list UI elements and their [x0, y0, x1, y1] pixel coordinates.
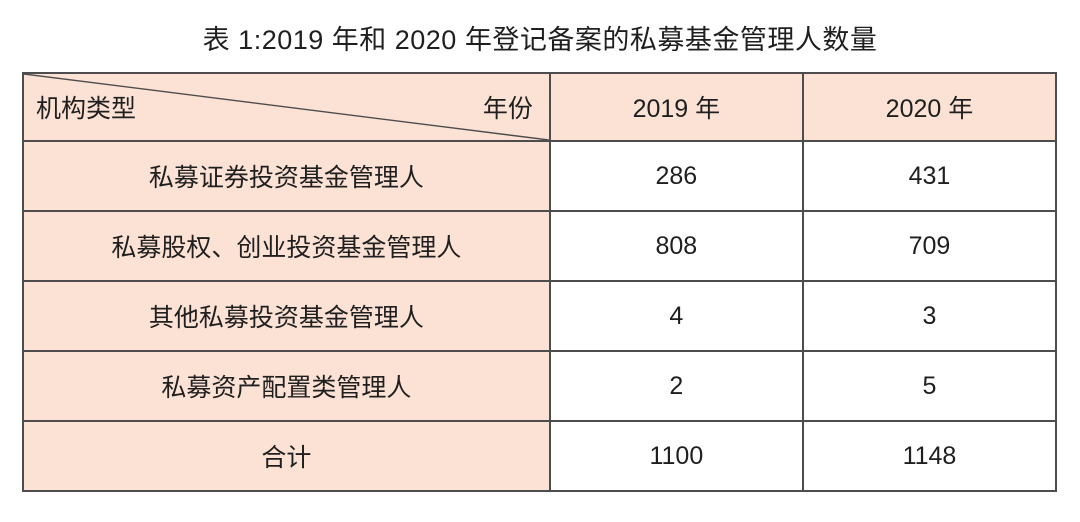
value-cell: 1148 — [801, 420, 1058, 492]
table-row: 私募证券投资基金管理人 286 431 — [22, 140, 1058, 212]
data-table: 机构类型 年份 2019 年 2020 年 私募证券投资基金管理人 286 43… — [22, 72, 1058, 492]
value-cell: 431 — [801, 140, 1058, 212]
row-label: 其他私募投资基金管理人 — [22, 280, 551, 352]
table-row: 私募股权、创业投资基金管理人 808 709 — [22, 210, 1058, 282]
column-header-2020: 2020 年 — [801, 72, 1058, 142]
value-cell: 1100 — [548, 420, 804, 492]
value-cell: 3 — [801, 280, 1058, 352]
row-label: 私募股权、创业投资基金管理人 — [22, 210, 551, 282]
corner-header-cell: 机构类型 年份 — [22, 72, 551, 142]
value-cell: 709 — [801, 210, 1058, 282]
value-cell: 5 — [801, 350, 1058, 422]
table-title: 表 1:2019 年和 2020 年登记备案的私募基金管理人数量 — [202, 25, 878, 55]
corner-row-axis-label: 机构类型 — [36, 95, 137, 123]
value-cell: 2 — [548, 350, 804, 422]
header-row: 机构类型 年份 2019 年 2020 年 — [22, 72, 1058, 142]
value-cell: 808 — [548, 210, 804, 282]
table-row: 其他私募投资基金管理人 4 3 — [22, 280, 1058, 352]
row-label: 私募资产配置类管理人 — [22, 350, 551, 422]
table-row-total: 合计 1100 1148 — [22, 420, 1058, 492]
row-label-total: 合计 — [22, 420, 551, 492]
row-label: 私募证券投资基金管理人 — [22, 140, 551, 212]
value-cell: 286 — [548, 140, 804, 212]
table-row: 私募资产配置类管理人 2 5 — [22, 350, 1058, 422]
value-cell: 4 — [548, 280, 804, 352]
column-header-2019: 2019 年 — [548, 72, 804, 142]
corner-col-axis-label: 年份 — [482, 95, 533, 123]
diagonal-split-line — [24, 74, 549, 140]
